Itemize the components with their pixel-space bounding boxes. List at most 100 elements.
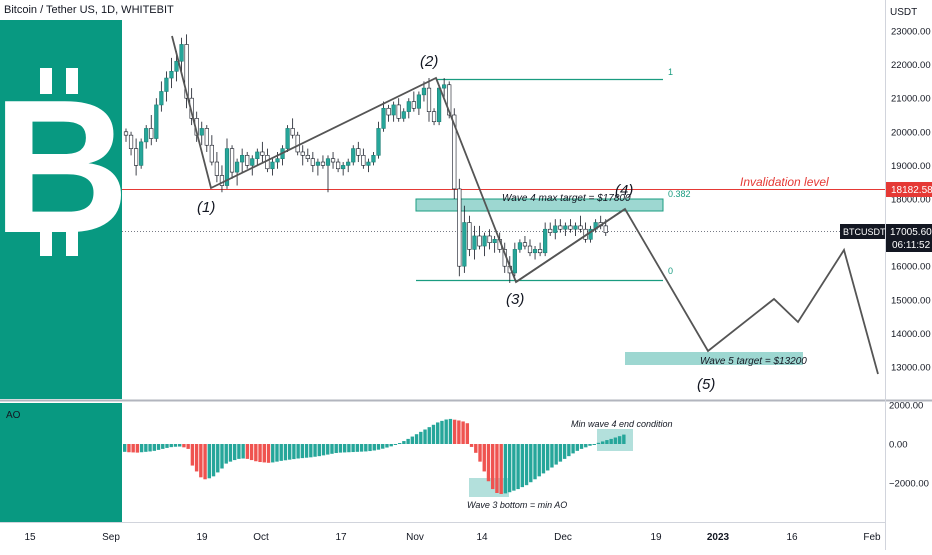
candle-body (250, 158, 255, 166)
candle-body (300, 151, 305, 156)
ao-bar (381, 444, 385, 449)
ao-bar (254, 444, 258, 462)
ao-bar (622, 434, 626, 444)
candle-body (452, 114, 457, 190)
ao-bar (448, 418, 453, 444)
ao-bar (427, 427, 431, 444)
candle-body (144, 128, 149, 143)
candle-body (290, 128, 295, 136)
candle-body (462, 222, 467, 267)
time-axis[interactable]: 15 Sep 19 Oct 17 Nov 14 Dec 19 2023 16 Feb (24, 532, 881, 543)
candle-body (356, 148, 361, 156)
candle-body (396, 104, 401, 119)
ao-bar (457, 420, 461, 444)
candle-body (492, 239, 497, 243)
ao-bar (613, 437, 618, 444)
candle-body (406, 101, 411, 112)
candles[interactable] (123, 34, 608, 283)
price-axis[interactable]: 23000.00 22000.00 21000.00 20000.00 19000.00… (891, 27, 931, 374)
candle-body (532, 249, 538, 254)
time-axis-label: 19 (196, 532, 208, 543)
candle-body (320, 161, 326, 166)
wave-path (171, 35, 879, 375)
ao-bar (440, 420, 444, 444)
ao-bar (364, 444, 368, 452)
ao-bar (313, 444, 317, 457)
candle-body (164, 77, 169, 92)
ao-bar (123, 444, 127, 452)
time-axis-label: 14 (476, 532, 488, 543)
ao-bar (368, 444, 372, 452)
time-axis-label: 17 (335, 532, 347, 543)
candle-body (467, 222, 472, 250)
candle-body (563, 225, 568, 230)
fib-label-1: 1 (668, 67, 673, 77)
wave-label-2: (2) (420, 53, 438, 70)
wave-label-5: (5) (697, 376, 715, 393)
invalidation-badge (886, 182, 932, 197)
ao-bar (330, 444, 334, 454)
candle-body (270, 161, 275, 170)
candle-body (436, 87, 442, 123)
ao-bar (469, 444, 474, 447)
candle-body (229, 148, 235, 173)
time-axis-label: 16 (786, 532, 798, 543)
ao-tick-label: −2000.00 (889, 479, 929, 490)
candle-body (401, 111, 406, 119)
ao-bar (249, 444, 254, 461)
ao-bar (342, 444, 347, 453)
countdown-text: 06:11:52 (892, 240, 931, 251)
candle-body (537, 249, 543, 254)
ao-title: AO (6, 410, 21, 421)
ao-bar (499, 444, 503, 494)
candle-body (482, 235, 487, 247)
time-axis-label: 19 (650, 532, 662, 543)
ao-bar (546, 444, 550, 471)
ao-bar (190, 444, 195, 466)
ao-bar (431, 424, 436, 444)
ao-bar (296, 444, 300, 459)
ao-bar (182, 444, 186, 448)
ao-bar (194, 444, 199, 472)
candle-body (295, 134, 300, 153)
ao-bar (419, 431, 423, 444)
candle-body (255, 151, 260, 159)
ao-bar (507, 444, 512, 493)
ao-note-bottom: Wave 3 bottom = min AO (467, 500, 567, 510)
ao-bar (169, 444, 173, 448)
candle-body (245, 155, 250, 166)
ao-bar (232, 444, 237, 461)
candle-body (275, 158, 280, 163)
ao-bar (351, 444, 355, 453)
ao-bar (309, 444, 313, 458)
bitcoin-logo-icon: B (0, 61, 130, 273)
ao-bar (571, 444, 575, 454)
candle-body (431, 111, 437, 123)
ao-bar (562, 444, 567, 459)
candle-body (376, 128, 381, 156)
ao-axis[interactable]: 2000.00 0.00 −2000.00 (889, 400, 929, 489)
candle-body (517, 242, 522, 250)
candle-body (169, 71, 174, 79)
wave5-target-label: Wave 5 target = $13200 (700, 356, 807, 367)
ao-bar (402, 441, 406, 444)
ao-bar (220, 444, 224, 469)
candle-body (285, 128, 290, 149)
ao-bar (617, 436, 622, 444)
ao-tick-label: 0.00 (889, 440, 908, 451)
ao-bar (131, 444, 135, 453)
ao-wave3-box (469, 478, 509, 497)
candle-body (361, 155, 366, 166)
ao-bar (152, 444, 157, 451)
ao-bar (139, 444, 144, 453)
ao-bar (245, 444, 250, 459)
candle-body (411, 101, 416, 109)
ao-bar (376, 444, 381, 450)
ao-bar (436, 422, 440, 444)
ao-bar (465, 423, 470, 444)
ao-bar (372, 444, 376, 451)
invalidation-label: Invalidation level (740, 175, 829, 189)
ao-bar (592, 444, 596, 445)
ao-bar (385, 444, 389, 448)
ao-bar (241, 444, 245, 459)
